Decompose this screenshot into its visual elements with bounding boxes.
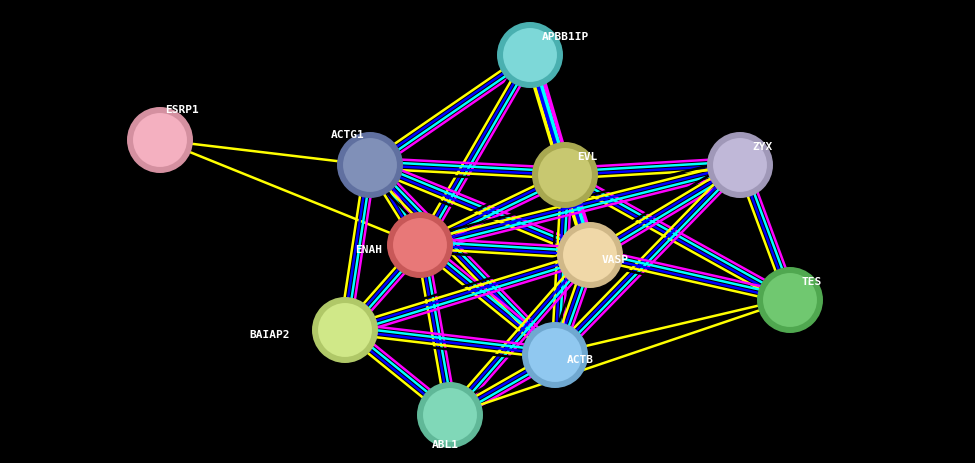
- Circle shape: [522, 322, 588, 388]
- Circle shape: [422, 387, 478, 443]
- Text: ESRP1: ESRP1: [165, 105, 199, 115]
- Circle shape: [317, 302, 373, 358]
- Circle shape: [132, 112, 188, 168]
- Circle shape: [537, 147, 593, 203]
- Text: ABL1: ABL1: [432, 440, 458, 450]
- Text: ENAH: ENAH: [355, 245, 382, 255]
- Circle shape: [562, 227, 618, 283]
- Text: BAIAP2: BAIAP2: [250, 330, 290, 340]
- Circle shape: [497, 22, 563, 88]
- Circle shape: [532, 142, 598, 208]
- Text: ACTB: ACTB: [567, 355, 594, 365]
- Circle shape: [337, 132, 403, 198]
- Circle shape: [527, 327, 583, 383]
- Circle shape: [312, 297, 378, 363]
- Circle shape: [707, 132, 773, 198]
- Circle shape: [762, 272, 818, 328]
- Circle shape: [502, 27, 558, 83]
- Circle shape: [387, 212, 453, 278]
- Circle shape: [712, 137, 768, 193]
- Circle shape: [557, 222, 623, 288]
- Circle shape: [417, 382, 483, 448]
- Text: EVL: EVL: [577, 152, 598, 162]
- Text: ZYX: ZYX: [752, 142, 772, 152]
- Text: VASP: VASP: [602, 255, 629, 265]
- Circle shape: [127, 107, 193, 173]
- Text: TES: TES: [802, 277, 822, 287]
- Circle shape: [757, 267, 823, 333]
- Text: APBB1IP: APBB1IP: [542, 32, 589, 42]
- Circle shape: [342, 137, 398, 193]
- Text: ACTG1: ACTG1: [332, 130, 365, 140]
- Circle shape: [392, 217, 448, 273]
